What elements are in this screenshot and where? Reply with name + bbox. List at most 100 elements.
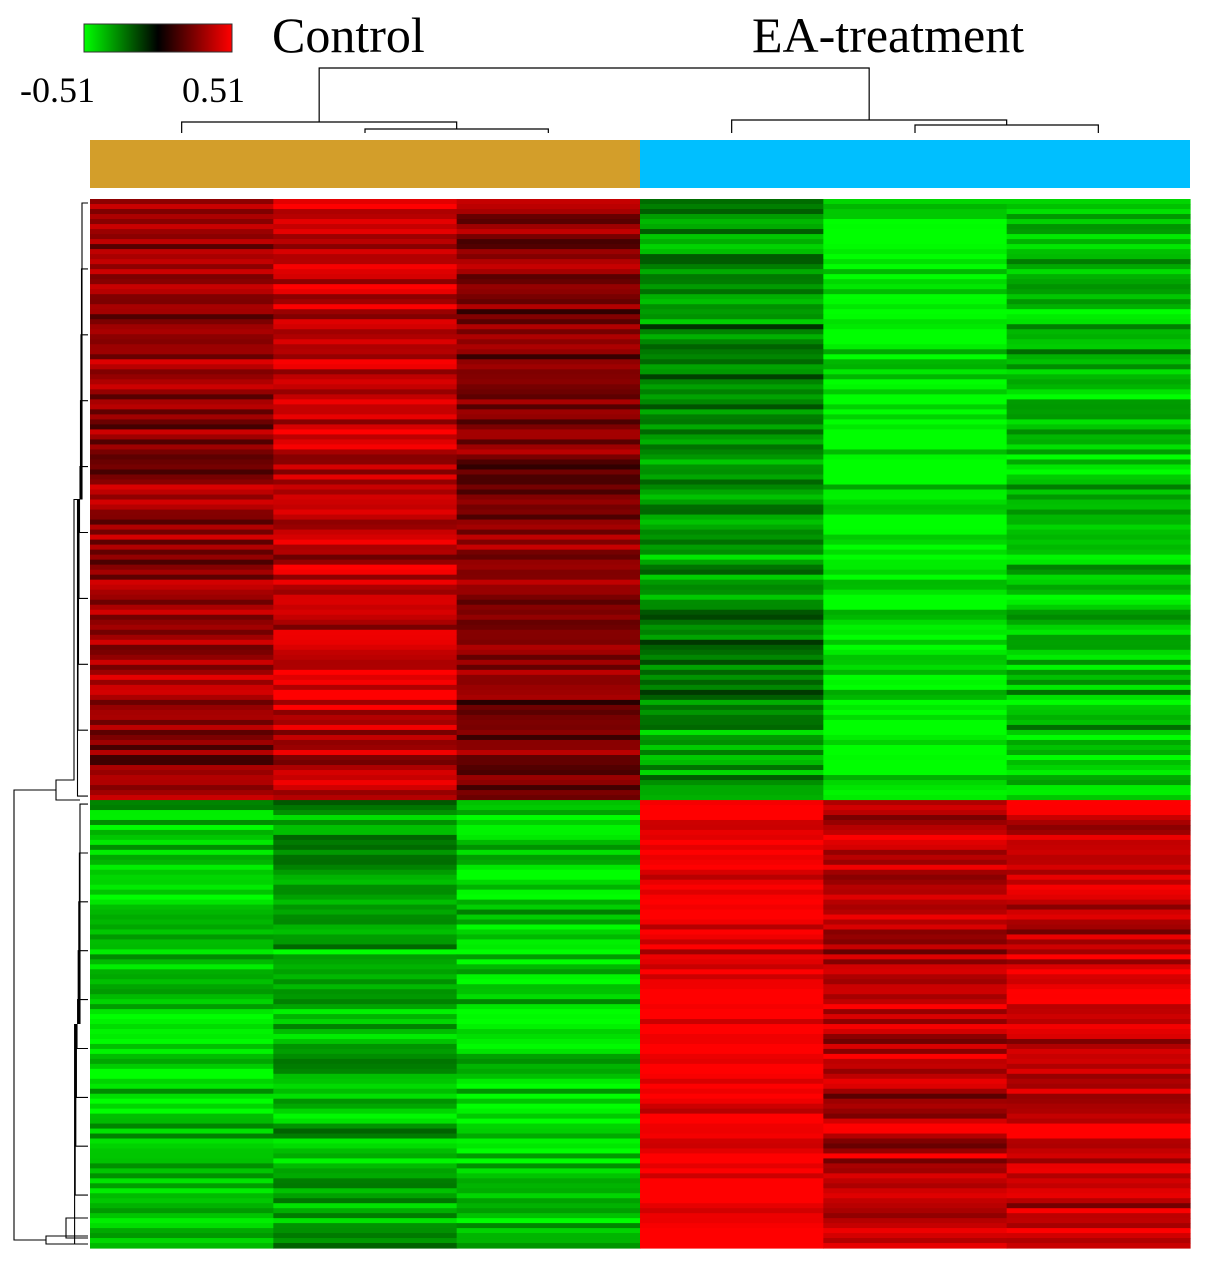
heatmap-cell (90, 344, 274, 350)
heatmap-cell (823, 884, 1008, 891)
heatmap-cell (640, 1138, 824, 1145)
heatmap-cell (90, 699, 274, 706)
heatmap-cell (456, 1053, 641, 1060)
heatmap-cell (640, 329, 824, 335)
heatmap-cell (1006, 499, 1191, 506)
heatmap-cell (640, 224, 824, 230)
heatmap-cell (273, 1138, 458, 1145)
heatmap-cell (640, 299, 824, 305)
heatmap-cell (823, 674, 1008, 681)
heatmap-cell (456, 304, 641, 310)
heatmap-cell (640, 765, 824, 771)
heatmap-cell (90, 714, 274, 721)
heatmap-cell (456, 1004, 641, 1010)
heatmap-cell (1006, 229, 1191, 235)
heatmap-cell (273, 664, 458, 671)
heatmap-cell (640, 544, 824, 551)
row-dendro-leaf (79, 803, 88, 1024)
heatmap-cell (823, 1088, 1008, 1095)
heatmap-cell (823, 1203, 1008, 1209)
heatmap-cell (273, 1004, 458, 1010)
heatmap-cell (273, 829, 458, 836)
heatmap-cell (456, 775, 641, 781)
heatmap-cell (640, 234, 824, 240)
heatmap-cell (640, 939, 824, 946)
heatmap-cell (1006, 274, 1191, 280)
heatmap-cell (640, 334, 824, 340)
heatmap-cell (640, 564, 824, 571)
heatmap-cell (90, 254, 274, 260)
heatmap-cell (823, 785, 1008, 791)
heatmap-cell (90, 659, 274, 666)
heatmap-cell (823, 444, 1008, 451)
heatmap-cell (273, 1093, 458, 1100)
heatmap-cell (456, 479, 641, 486)
heatmap-cell (1006, 264, 1191, 270)
heatmap-cell (456, 1183, 641, 1189)
heatmap-cell (273, 1118, 458, 1125)
heatmap-cell (456, 389, 641, 395)
heatmap-cell (273, 484, 458, 491)
heatmap-cell (640, 744, 824, 751)
heatmap-cell (90, 384, 274, 390)
heatmap-cell (640, 424, 824, 431)
heatmap-cell (640, 319, 824, 325)
heatmap-cell (456, 324, 641, 330)
heatmap-cell (1006, 775, 1191, 781)
heatmap-cell (456, 694, 641, 701)
heatmap-cell (456, 800, 641, 806)
heatmap-cell (823, 939, 1008, 946)
heatmap-cell (273, 974, 458, 980)
heatmap-cell (456, 404, 641, 410)
heatmap-cell (90, 954, 274, 960)
heatmap-cell (90, 834, 274, 841)
heatmap-cell (1006, 1053, 1191, 1060)
heatmap-cell (823, 1183, 1008, 1189)
heatmap-cell (1006, 989, 1191, 995)
heatmap-cell (823, 780, 1008, 786)
heatmap-cell (1006, 795, 1191, 801)
heatmap-cell (90, 1083, 274, 1090)
heatmap-cell (640, 839, 824, 846)
heatmap-cell (456, 1188, 641, 1194)
heatmap-cell (90, 819, 274, 826)
heatmap-cell (90, 914, 274, 921)
heatmap-cell (1006, 199, 1191, 205)
heatmap-cell (823, 810, 1008, 816)
heatmap-cell (640, 434, 824, 441)
row-dendro-leaf (76, 1024, 88, 1050)
heatmap-cell (273, 354, 458, 360)
heatmap-cell (90, 1048, 274, 1055)
heatmap-cell (1006, 934, 1191, 941)
heatmap-cell (90, 389, 274, 395)
heatmap-cell (456, 839, 641, 846)
heatmap-cell (823, 249, 1008, 255)
heatmap-cell (456, 604, 641, 611)
heatmap-cell (823, 964, 1008, 970)
heatmap-cell (823, 529, 1008, 536)
heatmap-cell (273, 1238, 458, 1244)
heatmap-cell (823, 294, 1008, 300)
heatmap-cell (1006, 534, 1191, 541)
heatmap-cell (1006, 805, 1191, 811)
heatmap-cell (90, 454, 274, 461)
heatmap-cell (456, 679, 641, 686)
heatmap-cell (90, 979, 274, 985)
heatmap-cell (456, 484, 641, 491)
heatmap-cell (823, 775, 1008, 781)
heatmap-cell (1006, 404, 1191, 410)
heatmap-cell (1006, 939, 1191, 946)
row-dendro-leaf (79, 466, 88, 500)
heatmap-cell (456, 619, 641, 626)
heatmap-cell (90, 294, 274, 300)
heatmap-cell (640, 414, 824, 420)
heatmap-cell (823, 524, 1008, 531)
heatmap-cell (90, 299, 274, 305)
heatmap-cell (273, 449, 458, 456)
heatmap-cell (273, 1038, 458, 1045)
heatmap-cell (823, 1024, 1008, 1030)
heatmap-cell (1006, 1043, 1191, 1050)
group-bar-1 (640, 140, 1190, 188)
heatmap-cell (456, 899, 641, 906)
